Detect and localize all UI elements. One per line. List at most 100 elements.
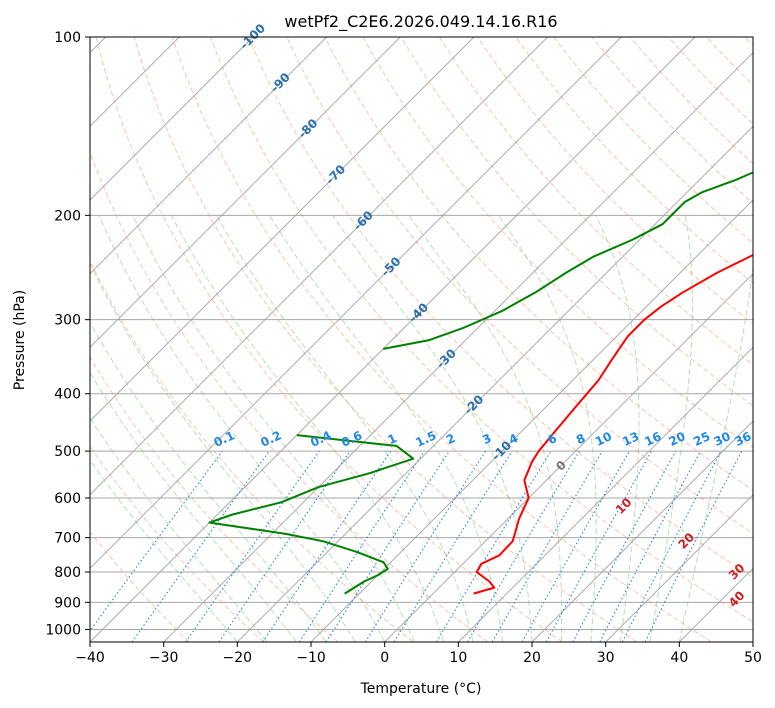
moist-adiabat-line <box>498 215 597 642</box>
moist-adiabat-line <box>132 215 415 642</box>
mixing-ratio-line <box>364 450 486 642</box>
isotherm-line <box>90 37 328 275</box>
y-tick-label: 800 <box>54 565 81 581</box>
line-label-layer: -100-90-80-70-60-50-40-30-20-100.1 0.2 0.4… <box>212 21 754 610</box>
x-axis-label: Temperature (°C) <box>360 681 482 697</box>
x-tick-label: −30 <box>149 650 179 666</box>
y-tick-label: 900 <box>54 595 81 611</box>
dry-adiabat-line <box>400 37 753 407</box>
isotherm-line <box>90 37 254 201</box>
x-tick-label: −40 <box>75 650 105 666</box>
y-axis: 100 200 300 400 500 600 700 800 900 1000 <box>45 30 90 638</box>
x-tick-label: −20 <box>223 650 253 666</box>
mixing-ratio-line <box>131 450 270 642</box>
mixing-ratio-label: 13 <box>620 429 641 449</box>
mixing-ratio-line <box>90 450 223 632</box>
dry-adiabat-line <box>591 37 753 204</box>
dry-adiabat-line <box>439 37 753 366</box>
moist-adiabat-line <box>90 371 297 642</box>
mixing-ratio-line <box>491 450 603 642</box>
dry-adiabat-line <box>324 37 753 491</box>
moist-adiabat-line <box>332 215 533 642</box>
isotherm-line <box>531 420 753 642</box>
profile-layer <box>208 171 753 595</box>
y-tick-label: 400 <box>54 387 81 403</box>
chart-title: wetPf2_C2E6.2026.049.14.16.R16 <box>284 12 557 32</box>
dry-adiabat-line <box>248 37 753 578</box>
dry-adiabat-line <box>286 37 753 534</box>
dry-adiabat-line <box>90 259 414 642</box>
isotherm-line <box>90 37 401 349</box>
mixing-ratio-label: 25 <box>691 429 712 449</box>
temperature-profile-line <box>473 253 753 595</box>
isotherm-line <box>384 272 753 642</box>
moist-adiabat-line <box>90 459 238 642</box>
moist-adiabat-line <box>171 215 445 642</box>
y-tick-label: 600 <box>54 491 81 507</box>
dry-adiabat-line <box>477 37 753 325</box>
isotherm-line <box>90 37 549 496</box>
mixing-ratio-line <box>572 450 677 642</box>
dry-adiabat-line <box>553 37 753 244</box>
isotherm-line <box>90 37 696 642</box>
x-tick-label: 30 <box>597 650 615 666</box>
moist-adiabat-line <box>90 417 268 642</box>
moist-adiabat-line <box>90 320 327 642</box>
dewpoint-upper-profile-line <box>382 171 753 350</box>
mixing-ratio-label: 10 <box>593 429 614 449</box>
x-tick-label: −10 <box>296 650 326 666</box>
isotherm-line <box>163 51 753 642</box>
moist-adiabat-line <box>216 215 474 642</box>
plot-background <box>90 37 753 642</box>
moist-adiabat-line <box>408 215 563 642</box>
dry-adiabat-line <box>210 37 753 623</box>
y-axis-label: Pressure (hPa) <box>12 290 28 390</box>
y-tick-label: 700 <box>54 531 81 547</box>
mixing-ratio-line <box>521 450 630 642</box>
mixing-ratio-line <box>393 450 513 642</box>
y-tick-label: 1000 <box>45 622 81 638</box>
isotherm-line <box>752 641 753 642</box>
grid-layer <box>90 37 753 642</box>
mixing-ratio-label: 30 <box>712 429 733 449</box>
isotherm-line <box>605 493 753 642</box>
mixing-ratio-label: 36 <box>732 429 753 449</box>
dry-adiabat-line <box>95 37 563 642</box>
y-tick-label: 100 <box>54 30 81 46</box>
dry-adiabat-line <box>171 37 712 642</box>
x-axis: −40 −30 −20 −10 0 10 20 30 40 50 <box>75 642 762 666</box>
mixing-ratio-line <box>467 450 580 642</box>
x-tick-label: 50 <box>744 650 762 666</box>
x-tick-label: 40 <box>670 650 688 666</box>
y-tick-label: 200 <box>54 208 81 224</box>
moist-adiabat-line <box>595 215 640 642</box>
isotherm-line <box>457 346 753 642</box>
x-tick-label: 20 <box>523 650 541 666</box>
mixing-ratio-line <box>545 450 653 642</box>
mixing-ratio-line <box>218 450 351 642</box>
plot-frame <box>89 36 754 643</box>
x-tick-label: 0 <box>380 650 389 666</box>
moist-adiabat-line <box>269 215 504 642</box>
isotherm-line <box>90 37 622 570</box>
mixing-ratio-label: 20 <box>667 429 688 449</box>
dry-adiabat-line <box>133 37 638 642</box>
dry-adiabat-line <box>90 150 488 642</box>
mixing-ratio-line <box>325 450 450 642</box>
dry-adiabat-line <box>90 531 190 642</box>
y-tick-label: 300 <box>54 313 81 329</box>
mixing-ratio-line <box>435 450 552 642</box>
isotherm-line <box>90 37 475 422</box>
y-tick-label: 500 <box>54 444 81 460</box>
mixing-ratio-line <box>185 450 320 642</box>
isotherm-line <box>310 199 753 642</box>
moist-adiabat-line <box>649 215 693 642</box>
isotherm-line <box>236 125 753 642</box>
x-tick-label: 10 <box>449 650 467 666</box>
moist-adiabat-line <box>678 263 753 642</box>
dry-adiabat-line <box>90 356 339 642</box>
dewpoint-profile-line <box>208 434 415 595</box>
mixing-ratio-label: 16 <box>642 429 663 449</box>
